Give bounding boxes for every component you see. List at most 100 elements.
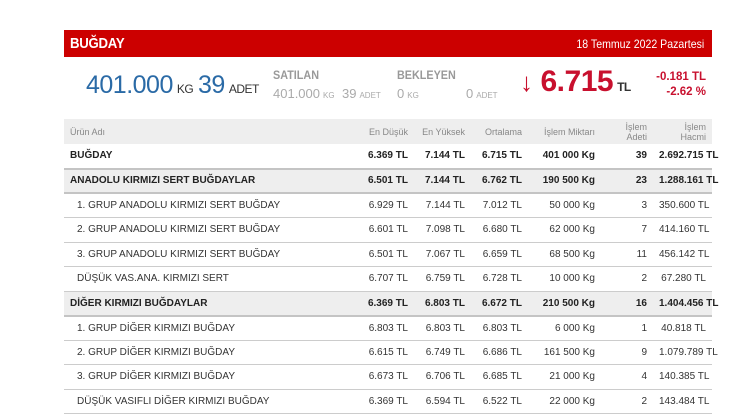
cell-qty: 6 000 Kg <box>554 322 595 334</box>
pending-amount: 0 KG <box>397 86 419 101</box>
total-count: 39 ADET <box>198 71 259 100</box>
pending-amount-unit: KG <box>407 91 419 100</box>
cell-min: 6.615 TL <box>368 346 408 358</box>
table-row: 1. GRUP DİĞER KIRMIZI BUĞDAY 6.803 TL 6.80… <box>64 316 712 340</box>
cell-count: 3 <box>641 200 647 211</box>
cell-avg: 7.012 TL <box>482 200 522 211</box>
cell-max: 6.803 TL <box>424 297 465 309</box>
cell-volume: 414.160 TL <box>659 224 710 236</box>
cell-avg: 6.685 TL <box>482 371 522 383</box>
cell-max: 6.706 TL <box>425 371 465 383</box>
cell-count: 7 <box>641 224 647 236</box>
column-header-volume: İşlem Hacmi <box>680 121 706 142</box>
price-value: 6.715 <box>540 65 614 98</box>
cell-count: 2 <box>641 273 647 285</box>
cell-min: 6.673 TL <box>368 371 408 383</box>
trade-table: Ürün Adı En Düşük En Yüksek Ortalama İşl… <box>64 119 719 414</box>
cell-qty: 190 500 Kg <box>542 175 595 187</box>
pending-count: 0 ADET <box>466 86 498 101</box>
sold-count: 39 ADET <box>342 86 381 101</box>
price-change-percent: -2.62 % <box>666 86 706 98</box>
table-row: 2. GRUP ANADOLU KIRMIZI SERT BUĞDAY 6.601… <box>64 218 712 242</box>
arrow-down-icon: ↓ <box>520 67 533 97</box>
cell-avg: 6.686 TL <box>482 346 522 358</box>
cell-name: DÜŞÜK VASIFLI DİĞER KIRMIZI BUĞDAY <box>77 395 270 407</box>
cell-min: 6.929 TL <box>368 200 408 211</box>
cell-count: 2 <box>641 395 647 407</box>
table-row: 3. GRUP ANADOLU KIRMIZI SERT BUĞDAY 6.501… <box>64 242 712 267</box>
total-amount-value: 401.000 <box>86 71 173 99</box>
table-header-row: Ürün Adı En Düşük En Yüksek Ortalama İşl… <box>64 119 712 144</box>
cell-volume: 143.484 TL <box>659 395 710 407</box>
column-header-qty: İşlem Miktarı <box>543 126 595 137</box>
cell-qty: 50 000 Kg <box>549 200 595 211</box>
cell-count: 9 <box>641 346 647 358</box>
table-group-row: ANADOLU KIRMIZI SERT BUĞDAYLAR 6.501 TL 7.… <box>64 168 718 193</box>
cell-qty: 21 000 Kg <box>549 371 595 383</box>
total-count-value: 39 <box>198 71 225 99</box>
cell-name: 1. GRUP DİĞER KIRMIZI BUĞDAY <box>77 322 235 334</box>
cell-name: 2. GRUP DİĞER KIRMIZI BUĞDAY <box>77 346 235 358</box>
sold-amount: 401.000 KG <box>273 86 335 101</box>
price-change: -0.181 TL -2.62 % <box>656 70 706 100</box>
cell-min: 6.501 TL <box>368 248 408 260</box>
cell-avg: 6.762 TL <box>481 175 522 187</box>
cell-count: 1 <box>641 322 647 334</box>
cell-max: 6.759 TL <box>425 273 465 285</box>
cell-qty: 401 000 Kg <box>542 150 595 162</box>
cell-volume: 1.079.789 TL <box>659 346 718 358</box>
cell-avg: 6.803 TL <box>482 322 522 334</box>
cell-volume: 456.142 TL <box>659 248 710 260</box>
cell-max: 7.098 TL <box>425 224 465 236</box>
table-row: DÜŞÜK VASIFLI DİĞER KIRMIZI BUĞDAY 6.369 … <box>64 389 712 414</box>
pending-amount-value: 0 <box>397 86 405 101</box>
cell-qty: 210 500 Kg <box>542 297 595 309</box>
cell-min: 6.369 TL <box>367 297 408 309</box>
column-header-max: En Yüksek <box>422 126 465 137</box>
cell-avg: 6.728 TL <box>482 273 522 285</box>
wheat-market-panel: BUĞDAY 18 Temmuz 2022 Pazartesi 401.000 K… <box>64 30 719 414</box>
table-row: 1. GRUP ANADOLU KIRMIZI SERT BUĞDAY 6.929… <box>64 193 712 218</box>
cell-min: 6.803 TL <box>368 322 408 334</box>
cell-qty: 68 500 Kg <box>549 248 595 260</box>
cell-volume: 1.404.456 TL <box>659 297 719 309</box>
cell-max: 7.144 TL <box>425 200 465 211</box>
cell-min: 6.707 TL <box>368 273 408 285</box>
column-header-min: En Düşük <box>368 126 408 137</box>
cell-avg: 6.680 TL <box>482 224 522 236</box>
cell-volume: 40.818 TL <box>661 322 706 334</box>
title-bar: BUĞDAY 18 Temmuz 2022 Pazartesi <box>64 30 712 57</box>
cell-volume: 67.280 TL <box>661 273 706 285</box>
cell-max: 7.144 TL <box>424 175 465 187</box>
cell-qty: 22 000 Kg <box>549 395 595 407</box>
cell-max: 6.594 TL <box>425 395 465 407</box>
table-group-row: DİĞER KIRMIZI BUĞDAYLAR 6.369 TL 6.803 TL 6… <box>64 291 719 316</box>
cell-count: 16 <box>635 297 647 309</box>
cell-count: 11 <box>636 248 647 260</box>
cell-name: ANADOLU KIRMIZI SERT BUĞDAYLAR <box>70 175 256 187</box>
cell-count: 39 <box>635 150 647 162</box>
cell-min: 6.369 TL <box>368 395 408 407</box>
cell-max: 6.749 TL <box>425 346 465 358</box>
total-amount: 401.000 KG <box>86 71 194 100</box>
cell-name: 3. GRUP DİĞER KIRMIZI BUĞDAY <box>77 371 235 383</box>
session-date: 18 Temmuz 2022 Pazartesi <box>576 36 704 51</box>
cell-avg: 6.672 TL <box>481 297 522 309</box>
price-unit: TL <box>617 80 631 94</box>
sold-label: SATILAN <box>273 68 319 82</box>
cell-avg: 6.715 TL <box>481 150 522 162</box>
cell-avg: 6.522 TL <box>482 395 522 407</box>
sold-count-unit: ADET <box>359 91 381 100</box>
pending-count-unit: ADET <box>476 91 498 100</box>
cell-volume: 350.600 TL <box>659 200 710 211</box>
cell-min: 6.501 TL <box>367 175 408 187</box>
cell-min: 6.601 TL <box>368 224 408 236</box>
cell-volume: 140.385 TL <box>659 371 710 383</box>
table-row: 3. GRUP DİĞER KIRMIZI BUĞDAY 6.673 TL 6.70… <box>64 365 712 389</box>
cell-count: 23 <box>635 175 647 187</box>
product-title: BUĞDAY <box>70 35 125 52</box>
cell-max: 7.144 TL <box>424 150 465 162</box>
column-header-count: İşlem Adeti <box>625 121 647 142</box>
cell-name: 3. GRUP ANADOLU KIRMIZI SERT BUĞDAY <box>77 248 281 260</box>
table-total-row: BUĞDAY 6.369 TL 7.144 TL 6.715 TL 401 000 Kg… <box>64 144 718 169</box>
